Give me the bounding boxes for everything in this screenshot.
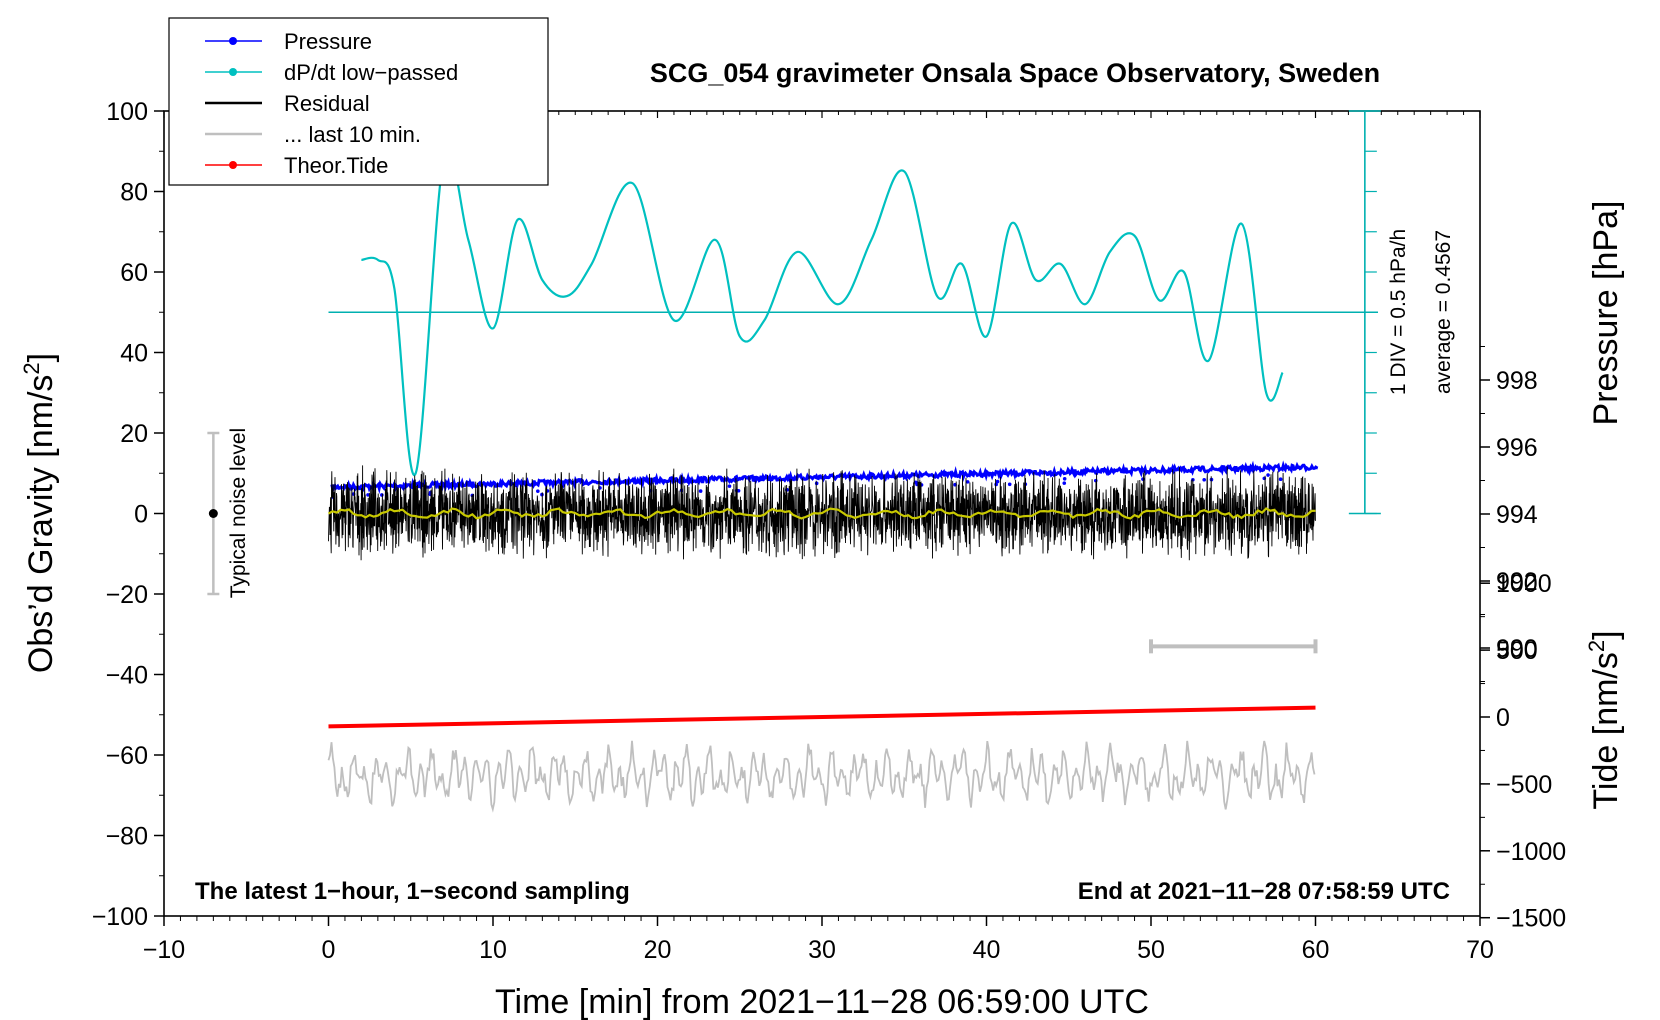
legend-box bbox=[168, 17, 549, 186]
pressure-marker bbox=[698, 489, 703, 493]
tide-tick-label: 1000 bbox=[1496, 570, 1552, 598]
x-tick-label: 60 bbox=[1302, 936, 1330, 964]
legend-marker bbox=[229, 37, 237, 45]
y-axis-left-title: Obs’d Gravity [nm/s2] bbox=[19, 353, 60, 673]
noise-indicator bbox=[207, 431, 220, 596]
annotation-end-time: End at 2021−11−28 07:58:59 UTC bbox=[1078, 878, 1450, 905]
pressure-marker bbox=[1278, 477, 1283, 482]
pressure-marker bbox=[536, 489, 540, 493]
pressure-marker bbox=[965, 480, 970, 484]
pressure-marker bbox=[380, 493, 384, 497]
y-tick-label: −20 bbox=[106, 581, 148, 609]
tide-tick-label: −1500 bbox=[1496, 905, 1566, 933]
legend-marker bbox=[229, 161, 237, 169]
y-axis-left-title-sup: 2 bbox=[19, 362, 44, 374]
pressure-marker bbox=[727, 484, 732, 488]
y-tick-label: −40 bbox=[106, 662, 148, 690]
y-tick-label: 0 bbox=[134, 501, 148, 529]
pressure-marker bbox=[814, 481, 819, 486]
x-axis-title: Time [min] from 2021−11−28 06:59:00 UTC bbox=[495, 983, 1149, 1020]
plot-frame bbox=[163, 110, 1481, 917]
x-tick-label: 40 bbox=[973, 936, 1001, 964]
x-tick-label: 70 bbox=[1466, 936, 1494, 964]
tide-tick-label: 0 bbox=[1496, 704, 1510, 732]
pressure-marker bbox=[1266, 473, 1270, 477]
y-tick-label: 20 bbox=[120, 420, 148, 448]
tide-tick-label: −1000 bbox=[1496, 838, 1566, 866]
noise-indicator-label: Typical noise level bbox=[227, 428, 250, 598]
pressure-marker bbox=[785, 487, 790, 492]
pressure-marker bbox=[366, 493, 370, 497]
y-tick-label: −80 bbox=[106, 823, 148, 851]
pressure-marker bbox=[1202, 477, 1207, 482]
tide-tick-label: −500 bbox=[1496, 771, 1552, 799]
annotation-sampling: The latest 1−hour, 1−second sampling bbox=[195, 878, 630, 905]
x-tick-label: −10 bbox=[143, 936, 185, 964]
y-axis-tide-title-main: Tide [nm/s bbox=[1587, 652, 1625, 809]
pressure-tick-label: 996 bbox=[1496, 434, 1538, 462]
dpdt-div-note: 1 DIV = 0.5 hPa/h bbox=[1387, 229, 1410, 395]
x-tick-label: 30 bbox=[808, 936, 836, 964]
pressure-marker bbox=[995, 479, 1000, 484]
y-tick-label: −60 bbox=[106, 742, 148, 770]
dpdt-average-note: average = 0.4567 bbox=[1432, 230, 1455, 394]
tide-tick-label: 500 bbox=[1496, 637, 1538, 665]
y-axis-tide-title-end: ] bbox=[1587, 630, 1625, 639]
series-layer bbox=[327, 148, 1379, 813]
noise-indicator-dot bbox=[208, 509, 218, 518]
y-tick-label: 80 bbox=[120, 179, 148, 207]
y-axis-left-title-main: Obs’d Gravity [nm/s bbox=[22, 375, 60, 674]
legend: Pressure dP/dt low−passed Residual ... last… bbox=[168, 17, 549, 186]
pressure-marker bbox=[1007, 482, 1012, 487]
legend-label: ... last 10 min. bbox=[284, 122, 421, 147]
y-axis-left-title-end: ] bbox=[22, 353, 60, 362]
legend-label: Residual bbox=[284, 91, 370, 116]
x-tick-label: 10 bbox=[479, 936, 507, 964]
x-tick-label: 20 bbox=[644, 936, 672, 964]
pressure-tick-label: 990 bbox=[1496, 635, 1538, 663]
pressure-tick-label: 998 bbox=[1496, 367, 1538, 395]
pressure-line bbox=[330, 460, 1319, 496]
x-tick-label: 50 bbox=[1137, 936, 1165, 964]
x-tick-label: 0 bbox=[322, 936, 336, 964]
legend-label: dP/dt low−passed bbox=[284, 60, 458, 85]
y-tick-label: 60 bbox=[120, 259, 148, 287]
pressure-marker bbox=[1062, 477, 1067, 481]
residual-smoothed-line bbox=[327, 507, 1316, 520]
dpdt-scale-axis bbox=[1348, 110, 1381, 515]
pressure-tick-label: 994 bbox=[1496, 501, 1538, 529]
legend-label: Theor.Tide bbox=[284, 153, 388, 178]
legend-label: Pressure bbox=[284, 29, 372, 54]
last-10-min-line bbox=[327, 740, 1316, 813]
y-tick-label: −100 bbox=[92, 903, 148, 931]
dpdt-lowpassed-line bbox=[361, 148, 1284, 477]
y-tick-label: 100 bbox=[106, 98, 148, 126]
y-tick-label: 40 bbox=[120, 340, 148, 368]
ticks-layer: −10 0 10 20 30 40 50 60 70100806040200−20−40−60−… bbox=[92, 98, 1567, 964]
theor-tide-line bbox=[328, 705, 1316, 729]
y-axis-pressure-title: Pressure [hPa] bbox=[1587, 201, 1625, 426]
y-axis-tide-title: Tide [nm/s2] bbox=[1584, 630, 1625, 809]
legend-items: Pressure dP/dt low−passed Residual ... last… bbox=[205, 29, 458, 178]
pressure-tick-label: 992 bbox=[1496, 568, 1538, 596]
pressure-marker bbox=[1062, 481, 1067, 485]
y-axis-tide-title-sup: 2 bbox=[1584, 640, 1609, 652]
chart-title: SCG_054 gravimeter Onsala Space Observat… bbox=[650, 58, 1380, 88]
legend-marker bbox=[229, 68, 237, 76]
